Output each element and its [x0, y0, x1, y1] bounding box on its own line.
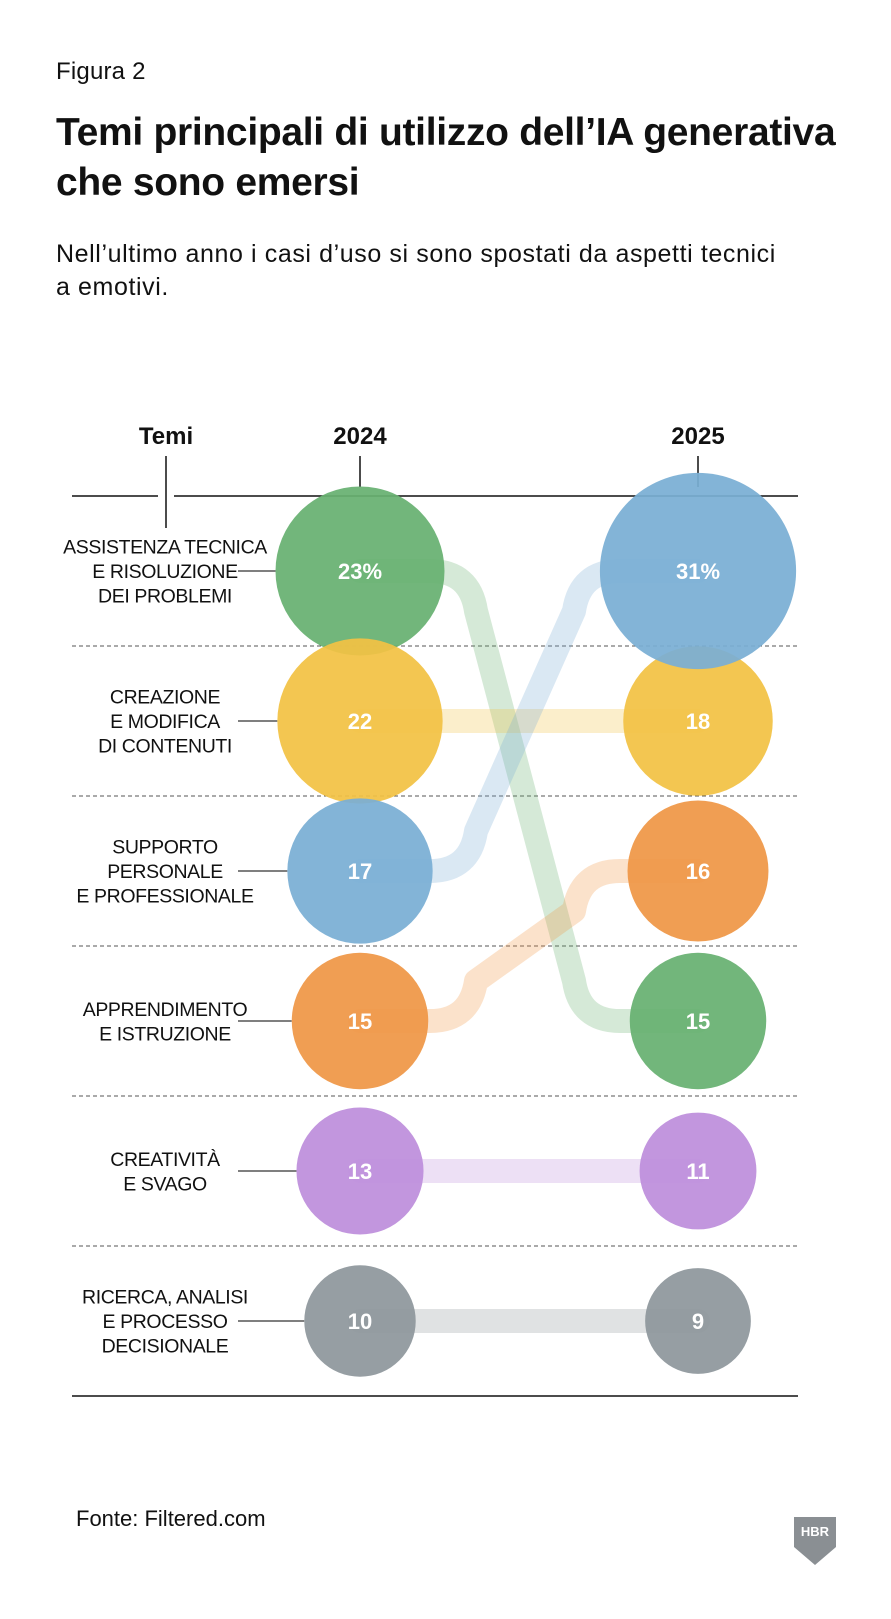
bubble-2025-1	[623, 646, 773, 796]
bubble-2024-4	[296, 1107, 424, 1235]
row-header-label: Temi	[139, 423, 193, 450]
column-header-2025: 2025	[671, 423, 724, 450]
bubble-2024-2	[287, 798, 433, 944]
logo-text: HBR	[801, 1524, 830, 1539]
bubble-2024-0	[275, 486, 445, 656]
bubble-value-label: 15	[686, 1009, 710, 1034]
bubble-value-label: 15	[348, 1009, 372, 1034]
theme-label: DI CONTENUTI	[98, 736, 232, 758]
theme-label: DECISIONALE	[102, 1336, 229, 1358]
bubble-2025-2	[599, 472, 797, 670]
bubble-value-label: 11	[686, 1159, 709, 1184]
theme-label: CREAZIONE	[110, 687, 221, 709]
theme-label: E PROCESSO	[103, 1311, 228, 1333]
theme-label: ASSISTENZA TECNICA	[63, 537, 267, 559]
theme-label: CREATIVITÀ	[110, 1148, 220, 1171]
bubble-2025-3	[627, 800, 769, 942]
column-header-2024: 2024	[333, 423, 387, 450]
connector-3	[348, 859, 710, 1033]
bubble-2024-1	[277, 638, 443, 804]
bubble-value-label: 9	[692, 1309, 704, 1334]
source-note: Fonte: Filtered.com	[76, 1506, 266, 1531]
theme-label: E RISOLUZIONE	[92, 561, 238, 583]
bubble-value-label: 23%	[338, 559, 382, 584]
bubble-value-label: 17	[348, 859, 372, 884]
bubble-value-label: 22	[348, 709, 372, 734]
connector-0	[348, 559, 710, 1033]
bubble-value-label: 31%	[676, 559, 720, 584]
theme-label: E PROFESSIONALE	[76, 886, 254, 908]
hbr-logo-icon: HBR	[794, 1517, 836, 1565]
theme-label: E MODIFICA	[110, 711, 220, 733]
theme-label: DEI PROBLEMI	[98, 586, 232, 608]
bubble-2025-4	[639, 1112, 757, 1230]
theme-label: E SVAGO	[123, 1173, 207, 1195]
bubble-value-label: 10	[348, 1309, 372, 1334]
bubble-2025-5	[645, 1268, 751, 1374]
figure-label: Figura 2	[56, 58, 146, 85]
theme-label: RICERCA, ANALISI	[82, 1287, 248, 1309]
bubble-value-label: 18	[686, 709, 710, 734]
chart-title: Temi principali di utilizzo dell’IA gene…	[56, 111, 836, 204]
bubble-value-label: 13	[348, 1159, 372, 1184]
bubble-2024-5	[304, 1265, 416, 1377]
bubble-2024-3	[291, 952, 429, 1090]
theme-label: E ISTRUZIONE	[99, 1023, 231, 1045]
bubble-2025-0	[629, 952, 767, 1090]
chart-subtitle: Nell’ultimo anno i casi d’uso si sono sp…	[56, 240, 776, 301]
theme-label: PERSONALE	[107, 861, 223, 883]
theme-label: APPRENDIMENTO	[83, 999, 248, 1021]
theme-label: SUPPORTO	[112, 837, 218, 859]
bubble-value-label: 16	[686, 859, 710, 884]
